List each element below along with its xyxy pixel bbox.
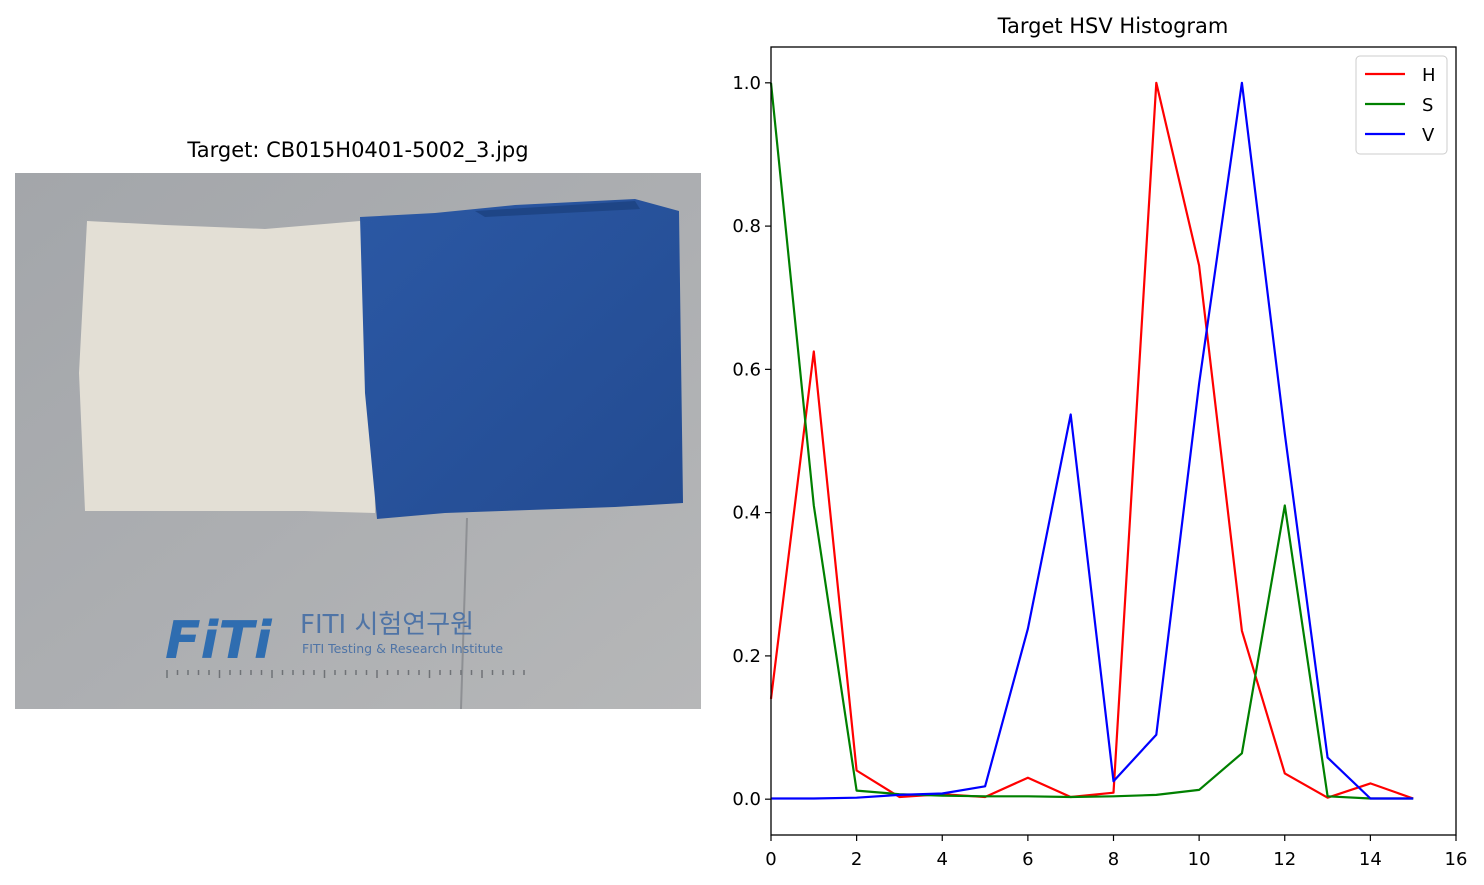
x-tick-label: 4: [937, 849, 948, 870]
fabric-photo: FiTi FITI 시험연구원 FITI Testing & Research …: [15, 173, 701, 709]
x-tick-label: 0: [765, 849, 776, 870]
image-title: Target: CB015H0401-5002_3.jpg: [187, 138, 529, 162]
legend: HSV: [1355, 55, 1448, 155]
series-line-h: [769, 81, 1414, 800]
y-tick-label: 0.2: [732, 646, 761, 667]
x-tick-label: 2: [851, 849, 862, 870]
legend-label-h: H: [1422, 65, 1436, 86]
legend-label-v: V: [1422, 125, 1435, 146]
x-tick-label: 10: [1188, 849, 1211, 870]
chart-title: Target HSV Histogram: [997, 14, 1229, 38]
y-tick-label: 0.8: [732, 216, 761, 237]
plot-area: [769, 81, 1414, 800]
x-tick-label: 16: [1445, 849, 1468, 870]
ruler-ticks: [166, 670, 525, 678]
series-line-v: [771, 81, 1414, 800]
legend-label-s: S: [1422, 95, 1433, 116]
y-tick-label: 0.0: [732, 789, 761, 810]
x-tick-label: 6: [1022, 849, 1033, 870]
series-line-s: [769, 82, 1414, 800]
logo-mark: FiTi: [165, 611, 273, 671]
y-tick-label: 0.6: [732, 359, 761, 380]
left-fabric: [79, 221, 375, 513]
x-tick-label: 14: [1359, 849, 1382, 870]
right-fabric: [360, 199, 683, 519]
table-seam: [460, 517, 468, 709]
y-axis: 0.0 0.2 0.4 0.6 0.8 1.0: [732, 73, 771, 810]
y-tick-label: 0.4: [732, 503, 761, 524]
y-tick-label: 1.0: [732, 73, 761, 94]
x-axis: 0 2 4 6 8 10 12 14 16: [765, 835, 1467, 870]
logo: FiTi FITI 시험연구원 FITI Testing & Research …: [165, 610, 503, 671]
logo-subtitle: FITI Testing & Research Institute: [302, 641, 503, 656]
fabric-fold: [475, 201, 640, 217]
x-tick-label: 8: [1108, 849, 1119, 870]
x-tick-label: 12: [1273, 849, 1296, 870]
logo-name: FITI 시험연구원: [300, 610, 474, 640]
axes-frame: [770, 46, 1457, 836]
